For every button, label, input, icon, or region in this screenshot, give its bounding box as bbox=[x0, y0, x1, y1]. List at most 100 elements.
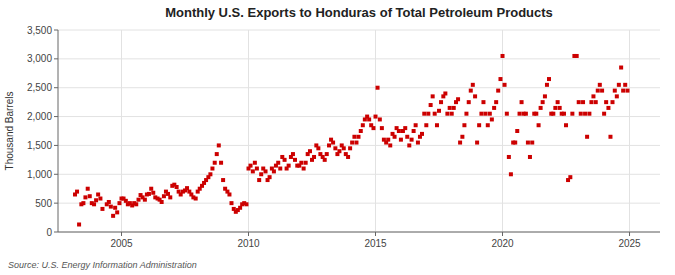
point bbox=[608, 135, 612, 139]
y-tick bbox=[54, 30, 58, 31]
point bbox=[452, 106, 456, 110]
point bbox=[257, 178, 261, 182]
point bbox=[407, 143, 411, 147]
point bbox=[621, 89, 625, 93]
point bbox=[397, 129, 401, 133]
point bbox=[405, 135, 409, 139]
point bbox=[530, 141, 534, 145]
point bbox=[479, 112, 483, 116]
point bbox=[477, 123, 481, 127]
x-tick-label: 2015 bbox=[364, 238, 387, 249]
point bbox=[437, 109, 441, 113]
point bbox=[264, 169, 268, 173]
point bbox=[352, 135, 356, 139]
point bbox=[462, 123, 466, 127]
point bbox=[302, 167, 306, 171]
point bbox=[291, 152, 295, 156]
y-tick bbox=[54, 203, 58, 204]
y-tick bbox=[54, 58, 58, 59]
point bbox=[458, 141, 462, 145]
point bbox=[439, 100, 443, 104]
point bbox=[481, 100, 485, 104]
point bbox=[483, 112, 487, 116]
point bbox=[598, 83, 602, 87]
point bbox=[278, 167, 282, 171]
point bbox=[272, 169, 276, 173]
point bbox=[501, 54, 505, 58]
point bbox=[460, 135, 464, 139]
point bbox=[371, 126, 375, 130]
point bbox=[346, 155, 350, 159]
point bbox=[602, 112, 606, 116]
point bbox=[134, 202, 138, 206]
chart-container: Monthly U.S. Exports to Honduras of Tota… bbox=[0, 0, 675, 275]
x-tick bbox=[248, 232, 249, 236]
point bbox=[316, 146, 320, 150]
point bbox=[333, 146, 337, 150]
point bbox=[137, 198, 141, 202]
point bbox=[283, 158, 287, 162]
y-tick bbox=[54, 145, 58, 146]
y-axis-line bbox=[58, 30, 59, 232]
point bbox=[591, 94, 595, 98]
point bbox=[255, 167, 259, 171]
point bbox=[337, 149, 341, 153]
point bbox=[238, 206, 242, 210]
x-grid-line bbox=[375, 30, 376, 232]
point bbox=[596, 89, 600, 93]
point bbox=[229, 201, 233, 205]
point bbox=[356, 135, 360, 139]
point bbox=[210, 167, 214, 171]
y-tick-label: 3,500 bbox=[27, 25, 52, 36]
point bbox=[109, 205, 113, 209]
y-tick-label: 2,500 bbox=[27, 82, 52, 93]
point bbox=[374, 115, 378, 119]
point bbox=[420, 132, 424, 136]
point bbox=[524, 112, 528, 116]
x-tick bbox=[121, 232, 122, 236]
point bbox=[94, 198, 98, 202]
point bbox=[259, 172, 263, 176]
chart-svg: Monthly U.S. Exports to Honduras of Tota… bbox=[0, 0, 675, 275]
point bbox=[268, 175, 272, 179]
point bbox=[513, 141, 517, 145]
point bbox=[617, 83, 621, 87]
point bbox=[162, 194, 166, 198]
y-tick-label: 1,500 bbox=[27, 140, 52, 151]
point bbox=[367, 117, 371, 121]
point bbox=[570, 112, 574, 116]
point bbox=[151, 191, 155, 195]
grid bbox=[58, 30, 660, 232]
point bbox=[507, 155, 511, 159]
y-tick-label: 0 bbox=[46, 227, 52, 238]
point bbox=[327, 143, 331, 147]
point bbox=[526, 141, 530, 145]
point bbox=[433, 112, 437, 116]
y-grid-line bbox=[58, 174, 660, 175]
point bbox=[185, 186, 189, 190]
point bbox=[92, 202, 96, 206]
point bbox=[414, 123, 418, 127]
point bbox=[475, 141, 479, 145]
point bbox=[556, 100, 560, 104]
point bbox=[422, 112, 426, 116]
point bbox=[308, 149, 312, 153]
point bbox=[149, 187, 153, 191]
point bbox=[579, 112, 583, 116]
point bbox=[613, 89, 617, 93]
point bbox=[359, 129, 363, 133]
point bbox=[505, 112, 509, 116]
y-tick-label: 2,000 bbox=[27, 111, 52, 122]
x-tick-label: 2010 bbox=[237, 238, 260, 249]
point bbox=[325, 152, 329, 156]
point bbox=[606, 106, 610, 110]
point bbox=[217, 143, 221, 147]
point bbox=[342, 146, 346, 150]
y-grid-line bbox=[58, 87, 660, 88]
point bbox=[464, 112, 468, 116]
point bbox=[100, 207, 104, 211]
y-grid-line bbox=[58, 116, 660, 117]
point bbox=[143, 198, 147, 202]
point bbox=[215, 152, 219, 156]
point bbox=[503, 83, 507, 87]
